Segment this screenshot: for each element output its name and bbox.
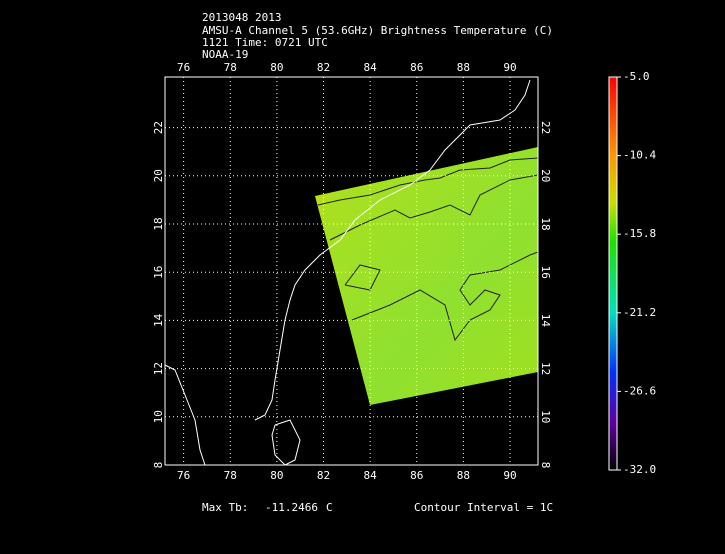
lat-tick-label: 18 <box>152 217 165 230</box>
lon-tick-label: 90 <box>503 469 516 482</box>
lon-tick-label: 82 <box>317 61 330 74</box>
lon-tick-label: 86 <box>410 61 423 74</box>
lat-tick-label: 8 <box>539 462 552 469</box>
lat-tick-label: 18 <box>539 217 552 230</box>
colorbar-label: -26.6 <box>623 384 656 397</box>
lat-tick-label: 10 <box>539 410 552 423</box>
lon-tick-label: 76 <box>177 61 190 74</box>
lon-tick-label: 80 <box>270 469 283 482</box>
header-line: NOAA-19 <box>202 48 248 61</box>
lon-tick-label: 90 <box>503 61 516 74</box>
lat-tick-label: 12 <box>539 362 552 375</box>
colorbar-label: -15.8 <box>623 227 656 240</box>
colorbar-label: -32.0 <box>623 463 656 476</box>
lat-tick-label: 22 <box>539 121 552 134</box>
lon-tick-label: 84 <box>364 469 378 482</box>
map-frame <box>164 76 539 466</box>
lon-tick-label: 88 <box>457 469 470 482</box>
header-line: 1121 Time: 0721 UTC <box>202 36 328 49</box>
lon-tick-label: 86 <box>410 469 423 482</box>
header-line: AMSU-A Channel 5 (53.6GHz) Brightness Te… <box>202 24 553 37</box>
lat-tick-label: 10 <box>152 410 165 423</box>
swath <box>315 147 538 405</box>
colorbar-label: -10.4 <box>623 149 656 162</box>
max-label: Max Tb: <box>202 501 248 514</box>
max-unit: C <box>326 501 333 514</box>
lon-tick-label: 82 <box>317 469 330 482</box>
lon-tick-label: 76 <box>177 469 190 482</box>
colorbar <box>608 76 618 471</box>
header-line: 2013048 2013 <box>202 11 281 24</box>
contour-interval: Contour Interval = 1C <box>414 501 553 514</box>
lon-tick-label: 78 <box>224 469 237 482</box>
contours <box>317 157 539 342</box>
colorbar-label: -5.0 <box>623 70 650 83</box>
lon-tick-label: 80 <box>270 61 283 74</box>
lat-tick-label: 16 <box>152 266 165 279</box>
lat-tick-label: 14 <box>152 313 165 327</box>
colorbar-label: -21.2 <box>623 306 656 319</box>
lat-tick-label: 20 <box>539 169 552 182</box>
lat-tick-label: 20 <box>152 169 165 182</box>
lat-tick-label: 14 <box>539 314 552 328</box>
coastline <box>164 79 531 466</box>
lon-tick-label: 88 <box>457 61 470 74</box>
lat-tick-label: 8 <box>152 462 165 469</box>
lat-tick-label: 22 <box>152 121 165 134</box>
lat-tick-label: 12 <box>152 362 165 375</box>
lon-tick-label: 84 <box>364 61 378 74</box>
max-value: -11.2466 <box>265 501 318 514</box>
lon-tick-label: 78 <box>224 61 237 74</box>
lat-tick-label: 16 <box>539 266 552 279</box>
